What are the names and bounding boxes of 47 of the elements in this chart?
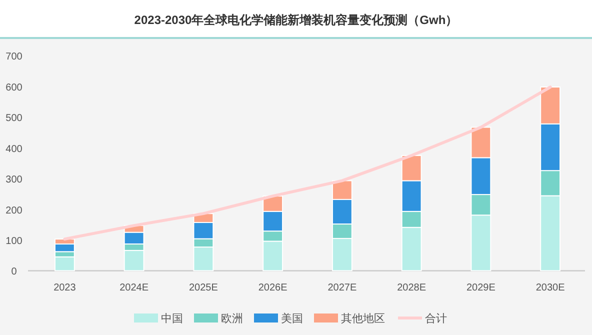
bar xyxy=(401,180,422,212)
y-tick-label: 100 xyxy=(6,236,23,247)
y-tick-label: 700 xyxy=(6,52,23,63)
bar xyxy=(262,240,284,272)
legend-label: 合计 xyxy=(425,312,447,325)
bar xyxy=(470,157,492,196)
bar xyxy=(262,230,284,242)
bar xyxy=(540,86,561,124)
bar xyxy=(540,195,561,272)
y-tick-label: 200 xyxy=(6,205,23,216)
bar xyxy=(401,155,422,182)
legend-label: 欧洲 xyxy=(221,312,243,325)
x-tick-label: 2024E xyxy=(120,282,149,294)
y-tick-label: 600 xyxy=(6,82,23,94)
bar xyxy=(124,250,144,272)
legend-label: 美国 xyxy=(281,312,303,325)
bar xyxy=(54,256,75,272)
bar xyxy=(193,222,214,240)
bar xyxy=(470,214,492,272)
bar xyxy=(470,194,492,216)
bar xyxy=(470,126,492,158)
bar xyxy=(262,210,284,232)
x-tick-label: 2023 xyxy=(54,282,76,294)
y-tick-label: 0 xyxy=(11,266,18,278)
x-tick-label: 2028E xyxy=(397,282,426,294)
y-tick-label: 300 xyxy=(6,174,23,186)
bar xyxy=(332,224,352,239)
bar xyxy=(332,198,352,225)
y-tick-label: 500 xyxy=(6,113,23,124)
x-tick-label: 2027E xyxy=(328,282,357,294)
bar xyxy=(401,226,422,272)
bar xyxy=(124,232,144,244)
legend-label: 中国 xyxy=(161,312,183,325)
bar xyxy=(332,180,352,200)
x-tick-label: 2030E xyxy=(536,282,566,294)
bar xyxy=(193,246,214,272)
x-tick-label: 2029E xyxy=(466,282,496,294)
legend-label: 其他地区 xyxy=(341,312,385,325)
bar xyxy=(332,238,352,272)
bar xyxy=(54,238,75,244)
bar xyxy=(401,210,422,228)
bar xyxy=(540,170,561,196)
x-tick-label: 2025E xyxy=(188,282,218,294)
chart-title: 2023-2030年全球电化学储能新增装机容量变化预测（Gwh） xyxy=(134,13,458,27)
y-tick-label: 400 xyxy=(6,144,23,155)
bar xyxy=(540,123,561,172)
x-tick-label: 2026E xyxy=(258,282,288,294)
